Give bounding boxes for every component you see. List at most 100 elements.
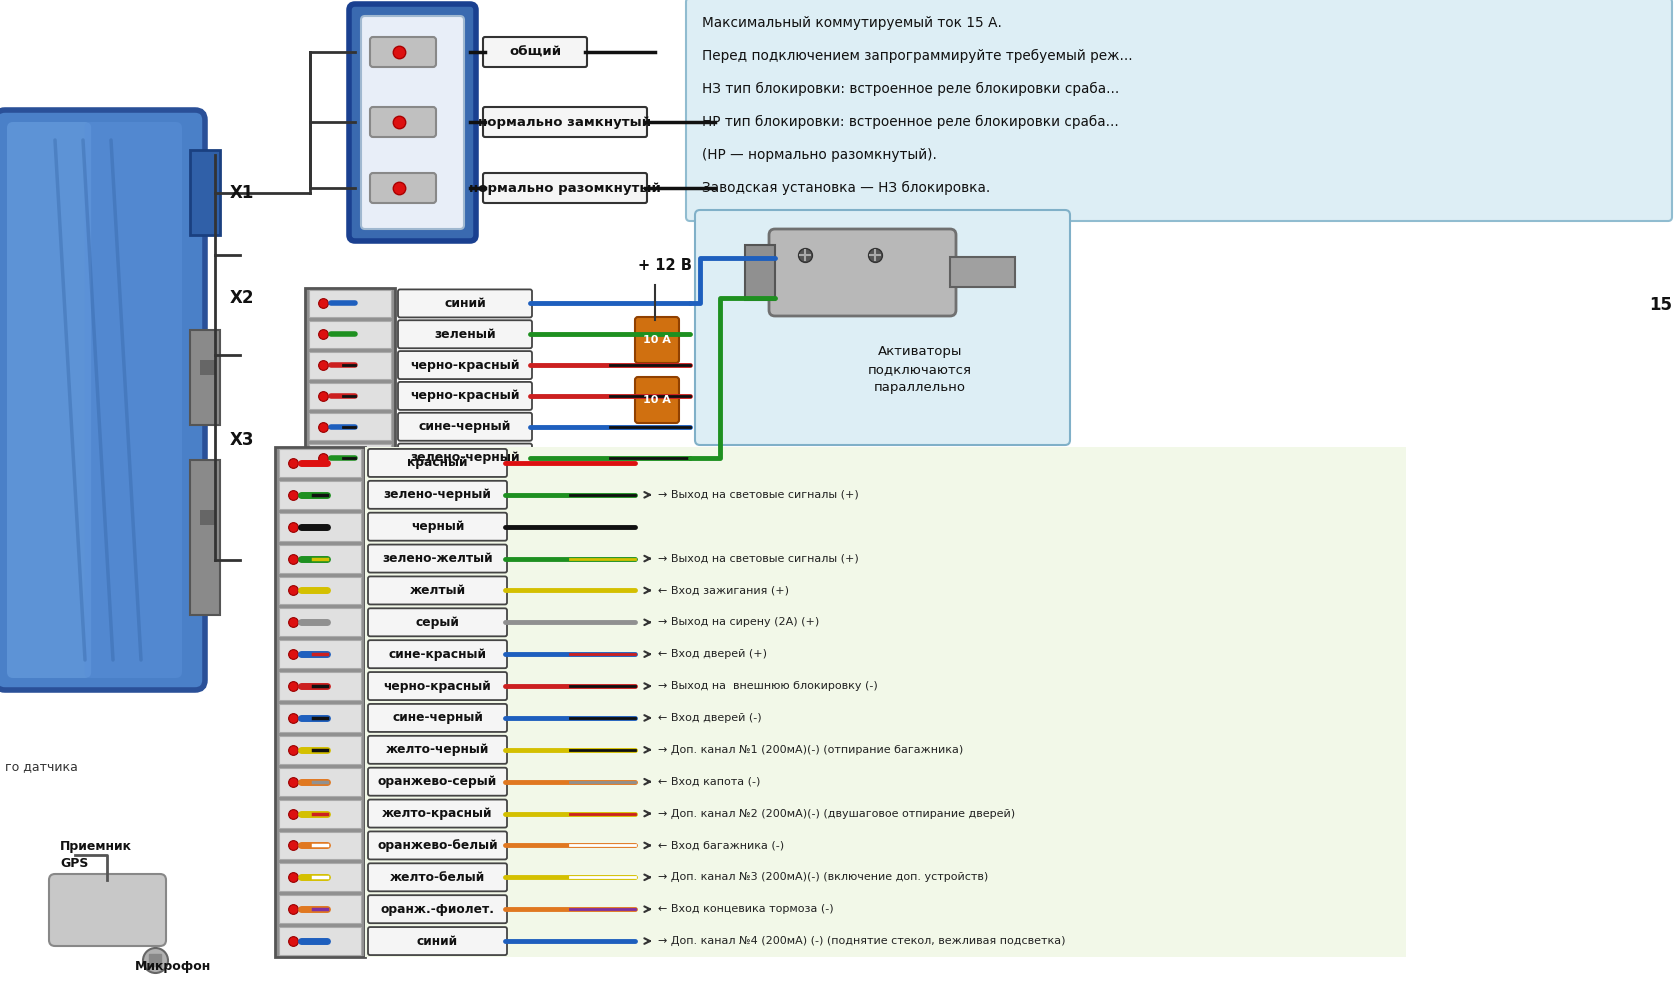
Bar	[309, 413, 391, 441]
FancyBboxPatch shape	[768, 229, 956, 316]
FancyBboxPatch shape	[368, 609, 507, 637]
FancyBboxPatch shape	[368, 704, 507, 732]
FancyBboxPatch shape	[349, 4, 475, 241]
Text: → Доп. канал №3 (200мА)(-) (включение доп. устройств): → Доп. канал №3 (200мА)(-) (включение до…	[657, 872, 988, 882]
FancyBboxPatch shape	[368, 513, 507, 540]
Text: оранж.-фиолет.: оранж.-фиолет.	[380, 902, 494, 915]
FancyBboxPatch shape	[7, 122, 91, 678]
FancyBboxPatch shape	[368, 576, 507, 605]
Text: подключаются: подключаются	[867, 363, 971, 376]
Text: Активаторы: Активаторы	[877, 345, 961, 358]
Text: сине-черный: сине-черный	[418, 421, 511, 434]
Text: 10 А: 10 А	[643, 395, 670, 405]
Text: (НР — нормально разомкнутый).: (НР — нормально разомкнутый).	[702, 148, 936, 162]
Text: зелено-черный: зелено-черный	[410, 451, 519, 464]
Text: ← Вход зажигания (+): ← Вход зажигания (+)	[657, 585, 788, 596]
FancyBboxPatch shape	[482, 173, 647, 203]
Text: ← Вход багажника (-): ← Вход багажника (-)	[657, 840, 783, 850]
Bar	[309, 290, 391, 317]
Text: ← Вход дверей (+): ← Вход дверей (+)	[657, 649, 766, 659]
Text: желто-черный: желто-черный	[386, 743, 489, 757]
Text: НР тип блокировки: встроенное реле блокировки сраба...: НР тип блокировки: встроенное реле блоки…	[702, 115, 1119, 129]
Text: сине-черный: сине-черный	[391, 711, 482, 724]
Text: → Выход на световые сигналы (+): → Выход на световые сигналы (+)	[657, 490, 858, 500]
Bar	[279, 449, 361, 477]
Bar	[279, 609, 361, 636]
Text: желто-красный: желто-красный	[381, 807, 492, 820]
FancyBboxPatch shape	[398, 351, 531, 379]
Text: X3: X3	[230, 431, 254, 449]
Text: ← Вход капота (-): ← Вход капота (-)	[657, 777, 759, 787]
Bar	[190, 330, 220, 425]
Bar	[279, 832, 361, 859]
Text: Приемник
GPS: Приемник GPS	[60, 840, 133, 870]
Bar	[200, 510, 215, 525]
Text: → Доп. канал №4 (200мА) (-) (поднятие стекол, вежливая подсветка): → Доп. канал №4 (200мА) (-) (поднятие ст…	[657, 936, 1065, 946]
FancyBboxPatch shape	[368, 768, 507, 796]
Text: серый: серый	[415, 616, 459, 629]
FancyBboxPatch shape	[370, 107, 435, 137]
Text: общий: общий	[509, 45, 561, 58]
Bar	[279, 863, 361, 891]
Text: 10 А: 10 А	[643, 335, 670, 345]
Bar	[279, 928, 361, 955]
Bar	[279, 800, 361, 828]
FancyBboxPatch shape	[368, 895, 507, 924]
Text: X2: X2	[230, 289, 254, 307]
Text: нормально разомкнутый: нормально разомкнутый	[469, 181, 660, 194]
Bar	[309, 382, 391, 409]
Text: зелено-желтый: зелено-желтый	[381, 552, 492, 565]
Text: оранжево-белый: оранжево-белый	[376, 839, 497, 852]
Text: + 12 В: + 12 В	[638, 258, 692, 273]
Text: ← Вход концевика тормоза (-): ← Вход концевика тормоза (-)	[657, 904, 833, 914]
Bar	[279, 544, 361, 572]
Text: параллельно: параллельно	[874, 381, 966, 394]
Text: ← Вход дверей (-): ← Вход дверей (-)	[657, 713, 761, 723]
FancyBboxPatch shape	[370, 173, 435, 203]
FancyBboxPatch shape	[368, 672, 507, 700]
Text: зелено-черный: зелено-черный	[383, 488, 491, 501]
FancyBboxPatch shape	[84, 122, 181, 678]
FancyBboxPatch shape	[276, 447, 365, 957]
Text: Микрофон: Микрофон	[134, 960, 212, 973]
FancyBboxPatch shape	[368, 800, 507, 828]
FancyBboxPatch shape	[361, 16, 464, 229]
Text: го датчика: го датчика	[5, 760, 77, 773]
FancyBboxPatch shape	[368, 481, 507, 509]
Text: синий: синий	[444, 297, 486, 310]
Text: черный: черный	[410, 520, 464, 533]
FancyBboxPatch shape	[368, 544, 507, 572]
FancyBboxPatch shape	[685, 0, 1672, 221]
Text: НЗ тип блокировки: встроенное реле блокировки сраба...: НЗ тип блокировки: встроенное реле блоки…	[702, 82, 1119, 97]
FancyBboxPatch shape	[368, 863, 507, 891]
FancyBboxPatch shape	[398, 382, 531, 409]
Text: Перед подключением запрограммируйте требуемый реж...: Перед подключением запрограммируйте треб…	[702, 49, 1132, 63]
FancyBboxPatch shape	[304, 288, 395, 473]
Text: красный: красный	[407, 457, 467, 470]
FancyBboxPatch shape	[398, 290, 531, 318]
FancyBboxPatch shape	[368, 928, 507, 955]
Text: черно-красный: черно-красный	[410, 389, 519, 402]
Text: → Выход на световые сигналы (+): → Выход на световые сигналы (+)	[657, 553, 858, 563]
FancyBboxPatch shape	[398, 320, 531, 348]
FancyBboxPatch shape	[635, 317, 679, 363]
Text: нормально замкнутый: нормально замкнутый	[479, 116, 652, 129]
Text: → Выход на сирену (2А) (+): → Выход на сирену (2А) (+)	[657, 618, 818, 628]
FancyBboxPatch shape	[398, 444, 531, 472]
Bar	[279, 704, 361, 732]
Bar	[279, 735, 361, 764]
Bar	[279, 513, 361, 540]
Text: Заводская установка — НЗ блокировка.: Заводская установка — НЗ блокировка.	[702, 181, 990, 195]
FancyBboxPatch shape	[635, 377, 679, 423]
FancyBboxPatch shape	[482, 107, 647, 137]
Text: синий: синий	[417, 935, 457, 948]
Text: → Доп. канал №1 (200мА)(-) (отпирание багажника): → Доп. канал №1 (200мА)(-) (отпирание ба…	[657, 744, 963, 754]
FancyBboxPatch shape	[370, 37, 435, 67]
FancyBboxPatch shape	[49, 874, 166, 946]
Bar	[279, 576, 361, 605]
Bar	[279, 672, 361, 700]
Bar	[200, 360, 215, 375]
Text: сине-красный: сине-красный	[388, 648, 486, 661]
FancyBboxPatch shape	[694, 210, 1070, 445]
Bar	[279, 768, 361, 796]
